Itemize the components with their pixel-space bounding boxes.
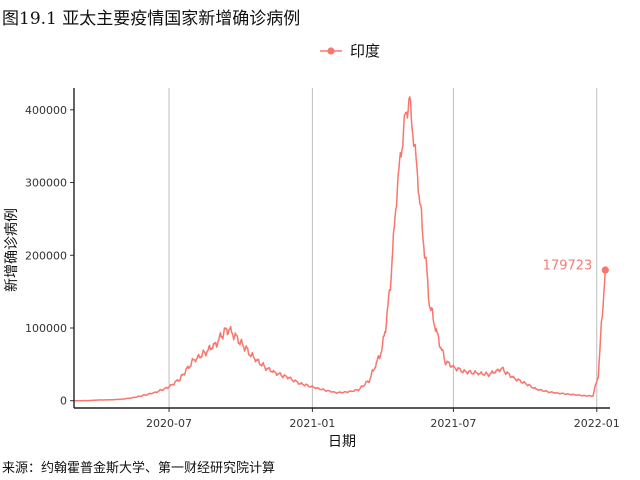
x-tick-label: 2021-01 (289, 417, 335, 430)
y-tick-label: 300000 (25, 177, 67, 190)
legend: 印度 (318, 40, 380, 61)
y-tick-label: 400000 (25, 104, 67, 117)
last-point-marker (601, 266, 609, 274)
series-layer: 179723 (74, 96, 609, 402)
y-tick-label: 0 (60, 395, 67, 408)
chart: 179723 2020-07 2021-01 2021-07 2022-01 0 1000… (4, 88, 620, 450)
x-axis-title: 日期 (328, 434, 356, 450)
page-title: 图19.1 亚太主要疫情国家新增确诊病例 (2, 9, 301, 29)
source-note: 来源：约翰霍普金斯大学、第一财经研究院计算 (2, 461, 276, 476)
y-tick-label: 100000 (25, 322, 67, 335)
last-value-label: 179723 (543, 259, 593, 274)
x-tick-label: 2021-07 (430, 417, 476, 430)
legend-label: 印度 (350, 42, 381, 60)
legend-key-icon (320, 46, 342, 55)
axes (70, 88, 610, 412)
x-tick-label: 2022-01 (574, 417, 620, 430)
tick-labels: 2020-07 2021-01 2021-07 2022-01 0 100000 20000… (25, 104, 620, 430)
y-axis-title: 新增确诊病例 (4, 208, 20, 292)
x-tick-label: 2020-07 (146, 417, 192, 430)
series-line-india (74, 96, 607, 402)
y-tick-label: 200000 (25, 249, 67, 262)
grid-lines (168, 88, 598, 408)
